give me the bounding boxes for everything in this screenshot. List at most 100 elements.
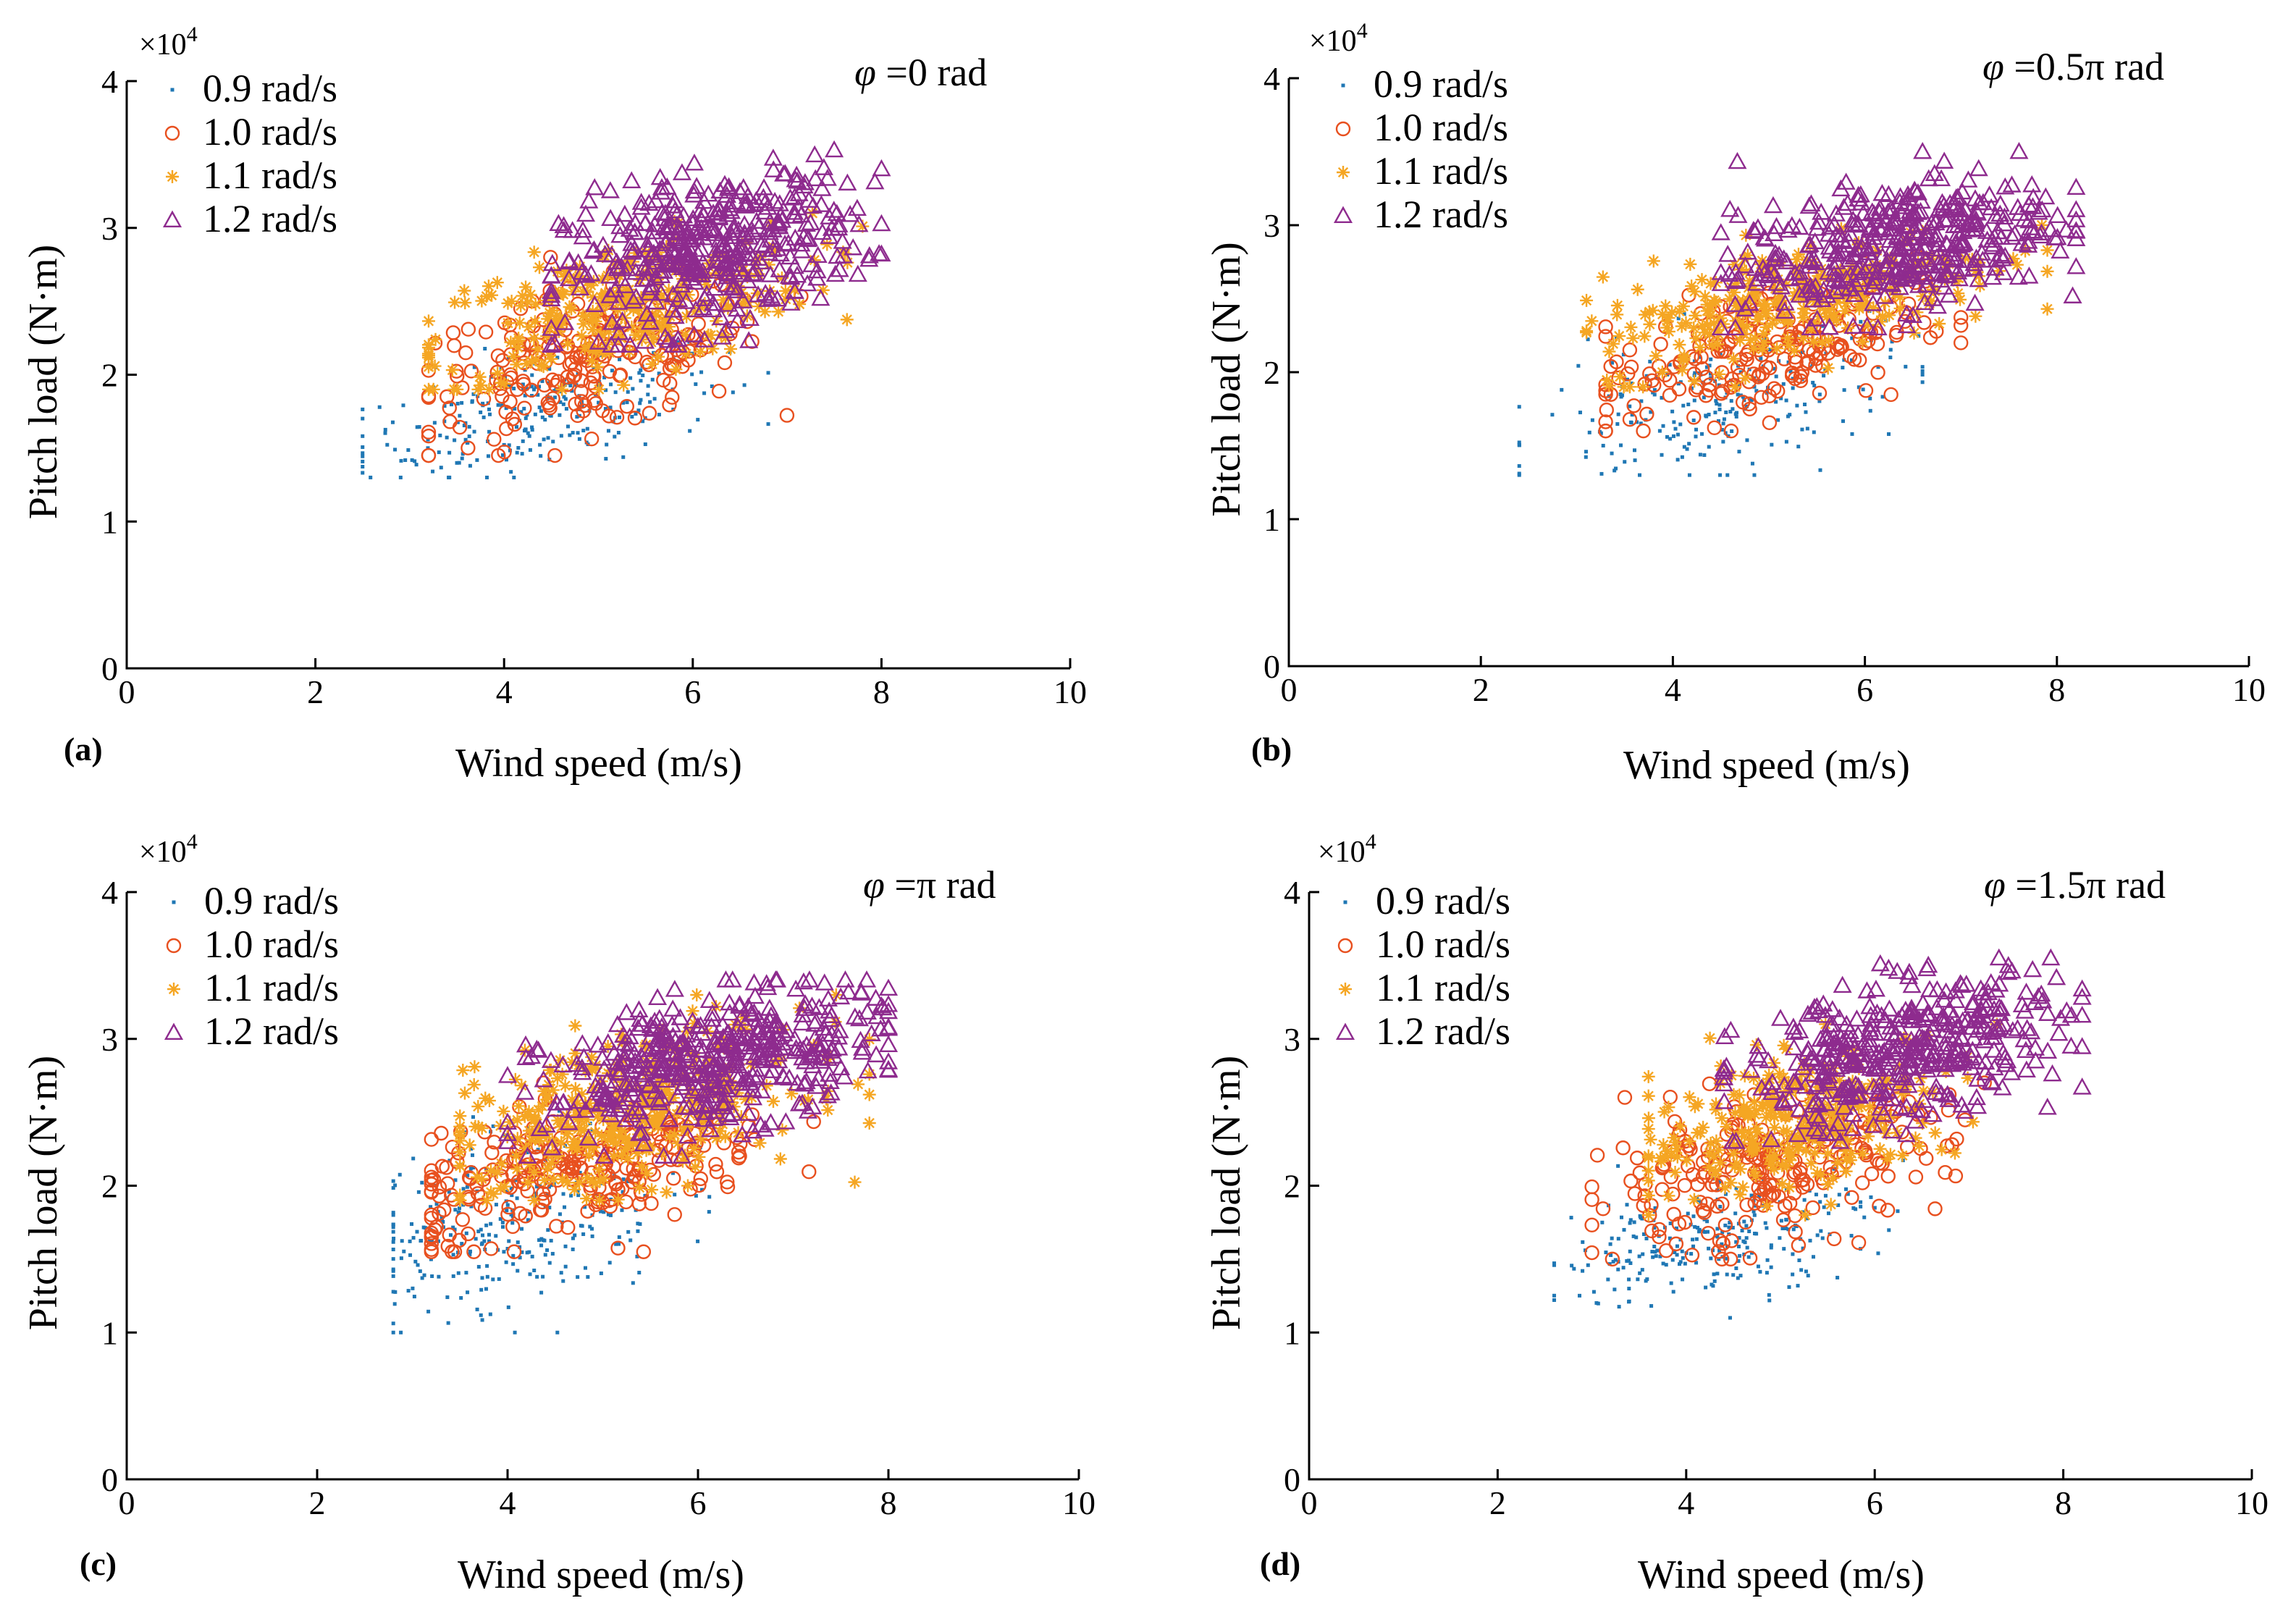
data-point: [1906, 215, 1927, 232]
data-point: [1799, 256, 1819, 274]
data-point: [529, 1149, 544, 1164]
data-point: [1951, 287, 1965, 300]
data-point: [1744, 333, 1757, 347]
data-point: [1765, 316, 1779, 330]
data-point: [531, 1103, 545, 1117]
series-1-2-rad-s: [1714, 948, 2092, 1149]
data-point: [1767, 297, 1781, 311]
data-point: [1896, 1209, 1900, 1214]
data-point: [1888, 1064, 1908, 1082]
data-point: [590, 1234, 594, 1238]
data-point: [550, 1183, 554, 1188]
data-point: [1689, 332, 1703, 345]
data-point: [716, 293, 730, 307]
data-point: [1615, 335, 1619, 340]
data-point: [573, 1062, 592, 1080]
data-point: [1653, 1250, 1657, 1254]
data-point: [453, 438, 457, 442]
data-point: [1870, 243, 1884, 257]
data-point: [542, 400, 558, 416]
data-point: [1611, 370, 1626, 386]
data-point: [460, 400, 464, 405]
data-point: [391, 1179, 395, 1183]
data-point: [1972, 269, 1986, 283]
data-point: [1731, 1273, 1736, 1277]
data-point: [1935, 151, 1954, 169]
data-point: [744, 1003, 764, 1020]
data-point: [1723, 1251, 1738, 1267]
data-point: [699, 370, 704, 374]
data-point: [1662, 1101, 1675, 1114]
data-point: [555, 313, 575, 330]
data-point: [665, 980, 684, 997]
data-point: [528, 315, 542, 329]
data-point: [831, 1058, 851, 1076]
data-point: [1994, 263, 2014, 280]
data-point: [2036, 187, 2056, 205]
data-point: [1622, 342, 1638, 358]
data-point: [683, 1081, 702, 1099]
data-point: [576, 1189, 580, 1193]
data-point: [475, 1122, 489, 1135]
data-point: [1580, 293, 1594, 307]
data-point: [505, 295, 518, 308]
data-point: [631, 198, 651, 215]
data-point: [670, 1171, 675, 1175]
data-point: [1725, 295, 1745, 312]
data-point: [510, 1113, 524, 1127]
data-point: [1935, 210, 1955, 228]
data-point: [474, 1237, 478, 1241]
data-point: [1662, 387, 1678, 403]
data-point: [1806, 1106, 1825, 1124]
data-point: [1639, 406, 1654, 422]
data-point: [1801, 354, 1816, 369]
data-point: [1617, 1090, 1633, 1105]
data-point: [1896, 194, 1917, 211]
data-point: [1835, 1098, 1854, 1115]
data-point: [1696, 1226, 1700, 1230]
data-point: [534, 358, 548, 372]
data-point: [571, 431, 575, 435]
data-point: [628, 1238, 633, 1243]
data-point: [1552, 1298, 1557, 1303]
data-point: [447, 450, 452, 455]
data-point: [543, 1063, 557, 1077]
data-point: [521, 1046, 541, 1064]
data-point: [520, 1250, 524, 1254]
data-point: [662, 283, 676, 297]
data-point: [663, 300, 683, 318]
data-point: [652, 350, 665, 363]
data-point: [1731, 1225, 1735, 1230]
data-point: [361, 454, 365, 458]
data-point: [1725, 1256, 1729, 1261]
data-point: [1720, 1230, 1725, 1235]
data-point: [424, 1236, 439, 1251]
data-point: [2072, 1037, 2092, 1054]
data-point: [527, 1193, 541, 1207]
data-point: [691, 240, 711, 257]
data-point: [2066, 200, 2086, 217]
data-point: [1701, 318, 1715, 332]
data-point: [2009, 142, 2029, 159]
data-point: [602, 363, 618, 379]
data-point: [582, 338, 596, 352]
data-point: [419, 1238, 424, 1243]
data-point: [789, 184, 809, 201]
data-point: [580, 1192, 594, 1206]
data-point: [559, 1113, 579, 1130]
data-point: [453, 1145, 467, 1159]
data-point: [488, 1312, 492, 1316]
data-point: [1887, 432, 1891, 437]
data-point: [1779, 1109, 1793, 1123]
data-point: [1641, 1164, 1655, 1177]
data-point: [1797, 1258, 1801, 1263]
data-point: [571, 278, 590, 296]
data-point: [1948, 1168, 1964, 1184]
data-point: [770, 194, 789, 211]
data-point: [1867, 1003, 1887, 1021]
data-point: [1715, 1227, 1720, 1231]
data-point: [523, 393, 527, 398]
data-point: [1804, 283, 1824, 300]
data-point: [1840, 1153, 1854, 1167]
data-point: [1802, 1198, 1807, 1202]
